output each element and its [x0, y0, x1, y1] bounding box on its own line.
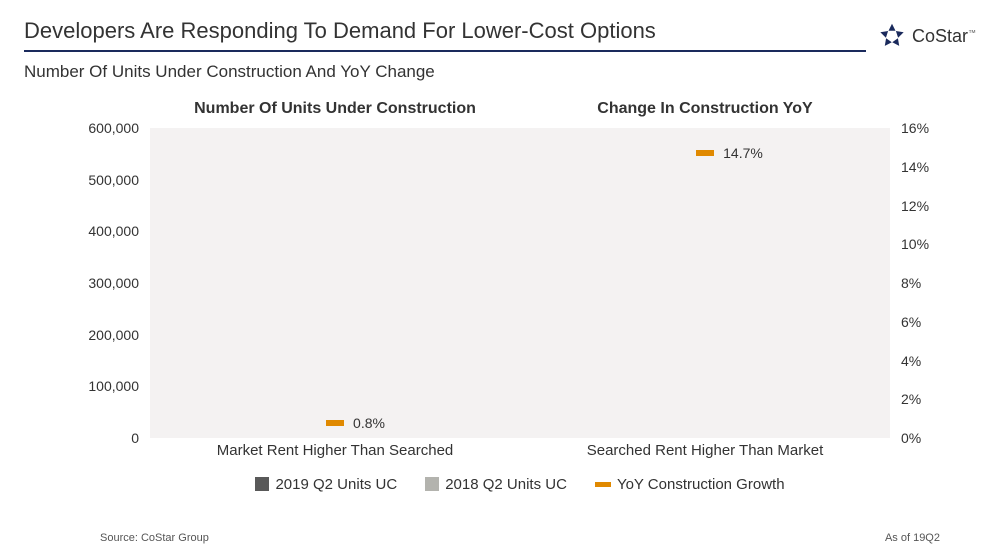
left-axis-title: Number Of Units Under Construction [150, 100, 520, 124]
legend-swatch-icon [255, 477, 269, 491]
x-category-label: Market Rent Higher Than Searched [150, 442, 520, 464]
page-subtitle: Number Of Units Under Construction And Y… [24, 62, 866, 82]
title-block: Developers Are Responding To Demand For … [24, 18, 866, 82]
y-left-tick: 300,000 [60, 276, 145, 290]
y-left-tick: 0 [60, 431, 145, 445]
x-axis-labels: Market Rent Higher Than SearchedSearched… [150, 442, 890, 464]
page-title: Developers Are Responding To Demand For … [24, 18, 866, 52]
y-right-tick: 8% [895, 276, 950, 290]
legend-dash-icon [595, 482, 611, 487]
costar-logo: CoStar™ [866, 18, 976, 50]
y-left-tick: 500,000 [60, 173, 145, 187]
chart-axis-titles: Number Of Units Under Construction Chang… [150, 100, 890, 124]
costar-logo-text: CoStar [912, 26, 968, 46]
y-right-tick: 0% [895, 431, 950, 445]
y-right-tick: 10% [895, 237, 950, 251]
plot-inner: 0.8% 14.7% [150, 128, 890, 438]
yoy-marker-label: 14.7% [723, 146, 763, 160]
legend-item: YoY Construction Growth [595, 476, 785, 493]
y-left-tick: 400,000 [60, 224, 145, 238]
y-right-tick: 16% [895, 121, 950, 135]
footer: Source: CoStar Group As of 19Q2 [100, 532, 940, 544]
x-category-label: Searched Rent Higher Than Market [520, 442, 890, 464]
y-axis-left: 0100,000200,000300,000400,000500,000600,… [60, 128, 145, 438]
yoy-marker-label: 0.8% [353, 416, 385, 430]
legend-label: YoY Construction Growth [617, 476, 785, 493]
y-left-tick: 200,000 [60, 328, 145, 342]
legend-item: 2018 Q2 Units UC [425, 476, 567, 493]
costar-logo-icon [878, 22, 906, 50]
y-axis-right: 0%2%4%6%8%10%12%14%16% [895, 128, 950, 438]
y-right-tick: 12% [895, 199, 950, 213]
y-right-tick: 6% [895, 315, 950, 329]
slide: Developers Are Responding To Demand For … [0, 0, 1000, 558]
legend-item: 2019 Q2 Units UC [255, 476, 397, 493]
source-text: Source: CoStar Group [100, 532, 209, 544]
legend: 2019 Q2 Units UC 2018 Q2 Units UC YoY Cons… [150, 472, 890, 496]
plot-area: 0.8% 14.7% [150, 128, 890, 438]
y-right-tick: 4% [895, 354, 950, 368]
chart: Number Of Units Under Construction Chang… [60, 100, 950, 498]
legend-label: 2018 Q2 Units UC [445, 476, 567, 493]
right-axis-title: Change In Construction YoY [520, 100, 890, 124]
y-left-tick: 100,000 [60, 379, 145, 393]
y-right-tick: 14% [895, 160, 950, 174]
trademark-symbol: ™ [968, 28, 976, 37]
yoy-marker [696, 150, 714, 156]
y-left-tick: 600,000 [60, 121, 145, 135]
yoy-marker [326, 420, 344, 426]
asof-text: As of 19Q2 [885, 532, 940, 544]
legend-swatch-icon [425, 477, 439, 491]
legend-label: 2019 Q2 Units UC [275, 476, 397, 493]
y-right-tick: 2% [895, 392, 950, 406]
header: Developers Are Responding To Demand For … [24, 18, 976, 82]
